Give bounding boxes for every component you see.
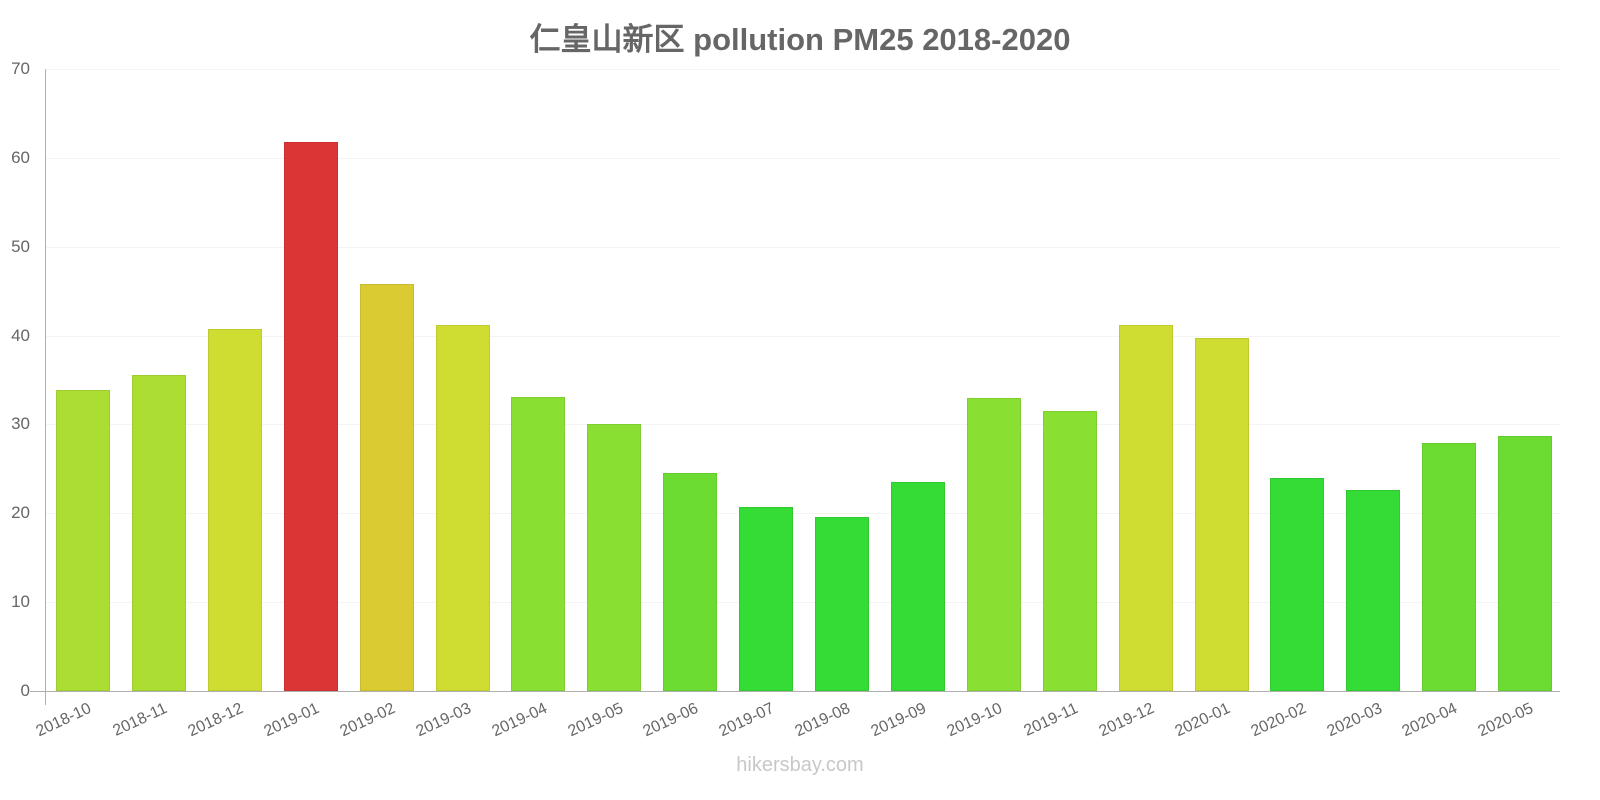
gridline [45, 424, 1560, 426]
y-tick-label: 60 [11, 147, 30, 167]
y-tick-label: 10 [11, 592, 30, 612]
watermark: hikersbay.com [736, 754, 864, 776]
bar-2019-04[interactable] [511, 396, 566, 691]
y-tick-label: 50 [11, 236, 30, 256]
bar-2019-09[interactable] [890, 482, 945, 691]
x-tick-label: 2018-12 [185, 700, 246, 741]
y-axis [45, 69, 46, 705]
bar-2019-01[interactable] [283, 141, 338, 691]
y-tick-label: 30 [11, 414, 30, 434]
plot-area [45, 69, 1560, 692]
x-tick-label: 2019-07 [716, 700, 778, 741]
bar-2019-12[interactable] [1118, 324, 1173, 691]
bar-2019-05[interactable] [587, 424, 642, 691]
x-axis [30, 691, 1560, 692]
x-tick-label: 2018-10 [33, 700, 95, 741]
bar-2018-12[interactable] [207, 329, 262, 691]
y-tick-label: 0 [20, 681, 30, 700]
bar-2019-02[interactable] [359, 284, 414, 691]
x-tick-label: 2019-01 [261, 700, 322, 741]
x-tick-label: 2020-05 [1475, 700, 1537, 741]
y-tick-label: 20 [11, 503, 30, 523]
bar-2019-06[interactable] [663, 473, 718, 691]
x-tick-label: 2019-03 [413, 700, 474, 741]
gridline [45, 335, 1560, 337]
gridline [45, 513, 1560, 515]
bar-2019-10[interactable] [966, 397, 1021, 691]
x-tick-label: 2019-08 [792, 700, 854, 741]
x-tick-label: 2019-02 [337, 700, 398, 741]
bar-2019-08[interactable] [815, 516, 869, 691]
bar-2018-11[interactable] [131, 374, 186, 691]
x-tick-label: 2020-01 [1172, 700, 1233, 741]
x-tick-label: 2019-04 [489, 700, 550, 741]
x-tick-label: 2019-06 [640, 700, 702, 741]
bar-2019-07[interactable] [739, 507, 794, 691]
x-tick-label: 2020-03 [1324, 700, 1385, 741]
x-tick-label: 2018-11 [110, 700, 171, 740]
x-tick-label: 2019-11 [1021, 700, 1081, 740]
x-tick-label: 2020-02 [1248, 700, 1309, 741]
bar-2020-05[interactable] [1498, 435, 1553, 691]
bar-2019-11[interactable] [1042, 411, 1097, 691]
bar-2019-03[interactable] [435, 324, 490, 691]
x-tick-label: 2020-04 [1399, 700, 1461, 741]
y-tick-label: 40 [11, 325, 30, 345]
y-tick-label: 70 [11, 59, 30, 78]
gridline [45, 69, 1560, 70]
gridline [45, 602, 1560, 604]
bar-2020-03[interactable] [1346, 490, 1401, 691]
bar-2018-10[interactable] [56, 389, 110, 691]
bar-2020-02[interactable] [1270, 477, 1325, 691]
bar-2020-01[interactable] [1194, 338, 1249, 691]
gridline [45, 157, 1560, 159]
x-tick-label: 2019-12 [1096, 700, 1157, 741]
bar-2020-04[interactable] [1422, 443, 1477, 691]
chart-title: 仁皇山新区 pollution PM25 2018-2020 [529, 22, 1071, 57]
x-tick-label: 2019-10 [944, 700, 1005, 741]
x-tick-label: 2019-09 [868, 700, 930, 741]
gridline [45, 246, 1560, 248]
x-tick-label: 2019-05 [565, 700, 626, 741]
